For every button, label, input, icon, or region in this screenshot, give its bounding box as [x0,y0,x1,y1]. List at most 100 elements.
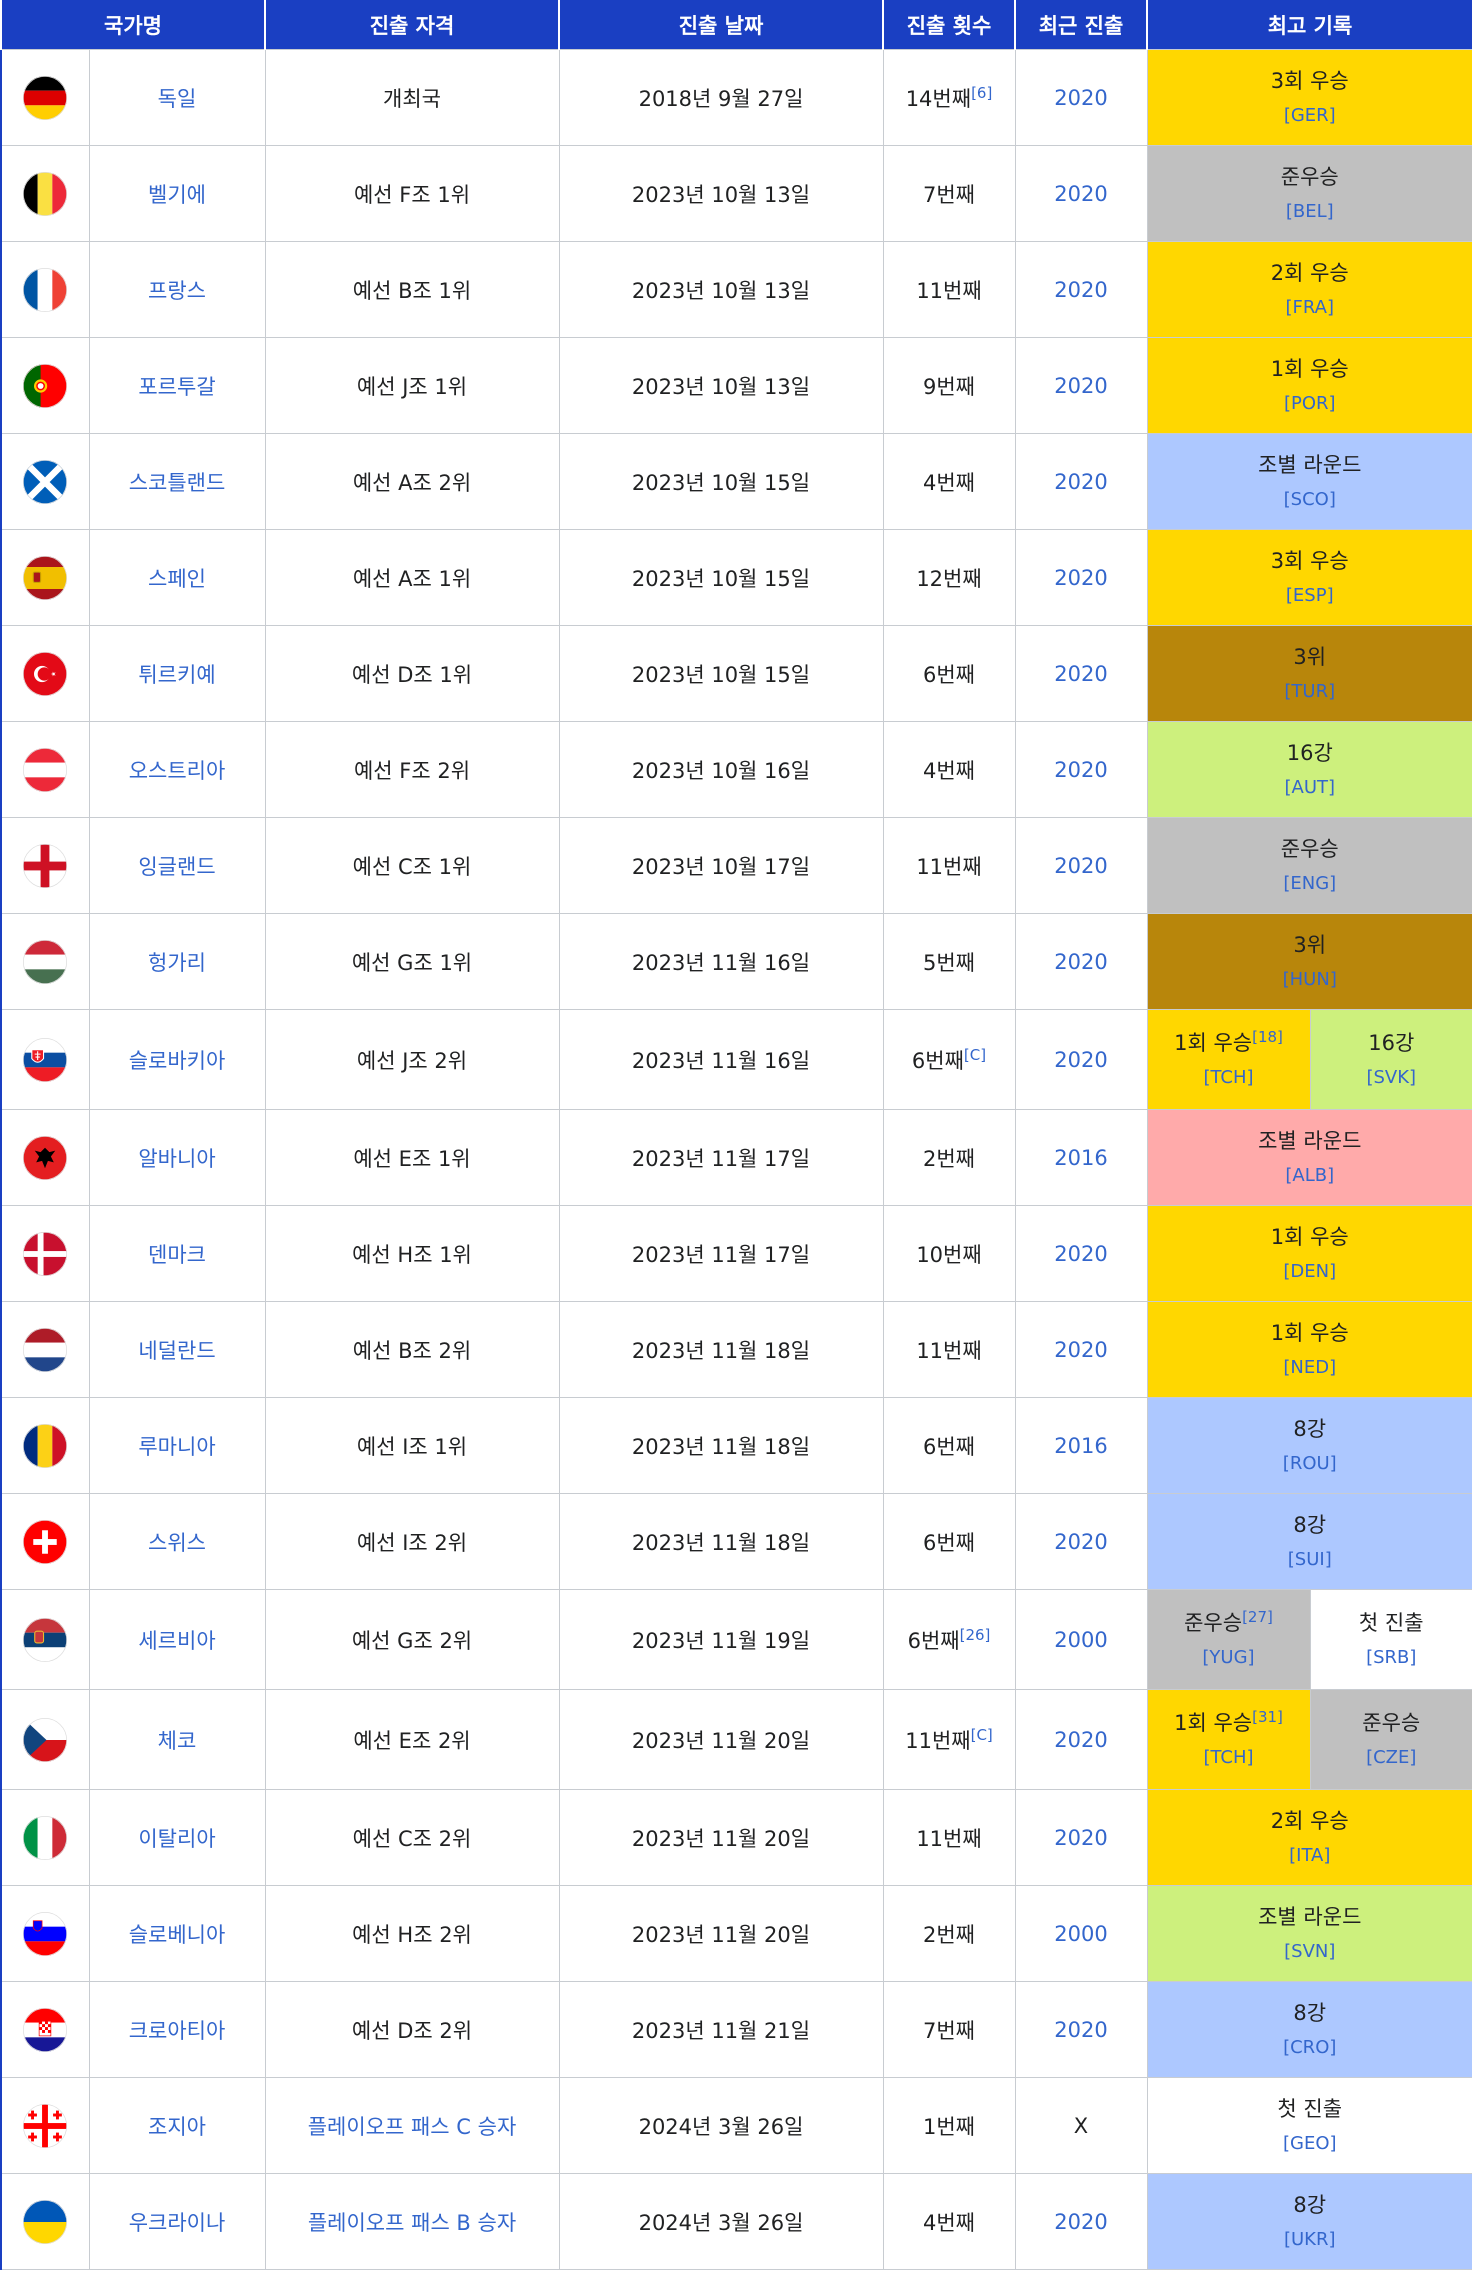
last-appearance[interactable]: 2020 [1054,85,1108,110]
last-appearance[interactable]: 2020 [1054,1529,1108,1554]
team-code-link[interactable]: [HUN] [1282,968,1337,990]
last-appearance[interactable]: 2020 [1054,757,1108,782]
best-result-cell: 1회 우승[18] [TCH] [1146,1009,1311,1110]
country-link[interactable]: 튀르키예 [138,662,216,687]
last-appearance-cell: 2020 [1014,817,1148,914]
last-appearance[interactable]: 2020 [1054,853,1108,878]
qualification-text[interactable]: 플레이오프 패스 C 승자 [307,2114,517,2139]
team-code-link[interactable]: [GEO] [1282,2132,1337,2154]
country-link[interactable]: 스코틀랜드 [128,470,226,495]
flag-cell [0,1981,90,2078]
country-link[interactable]: 슬로베니아 [128,1922,226,1947]
last-appearance[interactable]: 2020 [1054,1241,1108,1266]
last-appearance[interactable]: 2020 [1054,1825,1108,1850]
last-appearance[interactable]: 2000 [1054,1921,1108,1946]
team-code-link[interactable]: [ALB] [1285,1164,1335,1186]
team-code-link[interactable]: [ENG] [1283,872,1337,894]
footnote-link[interactable]: [27] [1242,1607,1273,1626]
team-code-link[interactable]: [TCH] [1203,1746,1254,1768]
team-code-link[interactable]: [CZE] [1366,1746,1417,1768]
appearances-cell: 11번째 [882,817,1016,914]
best-result-cell: 3위 [HUN] [1146,913,1472,1010]
country-link[interactable]: 포르투갈 [138,374,216,399]
table-row: 이탈리아 예선 C조 2위 2023년 11월 20일 11번째 2020 2회 우승 [I… [0,1789,1472,1886]
last-appearance[interactable]: 2016 [1054,1145,1108,1170]
footnote-link[interactable]: [26] [959,1625,991,1644]
last-appearance[interactable]: 2020 [1054,949,1108,974]
last-appearance[interactable]: 2020 [1054,469,1108,494]
last-appearance[interactable]: 2020 [1054,373,1108,398]
footnote-link[interactable]: [C] [970,1725,993,1744]
country-link[interactable]: 조지아 [148,2114,206,2139]
qualification-text: 예선 D조 2위 [351,2018,473,2043]
footnote-link[interactable]: [31] [1252,1707,1283,1726]
country-link[interactable]: 헝가리 [148,950,206,975]
country-link[interactable]: 이탈리아 [138,1826,216,1851]
team-code-link[interactable]: [ROU] [1282,1452,1337,1474]
last-appearance[interactable]: 2020 [1054,1337,1108,1362]
country-link[interactable]: 체코 [157,1728,197,1753]
team-code-link[interactable]: [SCO] [1283,488,1336,510]
country-link[interactable]: 루마니아 [138,1434,216,1459]
team-code-link[interactable]: [GER] [1283,104,1336,126]
flag-cell [0,1493,90,1590]
team-code-link[interactable]: [TCH] [1203,1066,1254,1088]
country-link[interactable]: 오스트리아 [128,758,226,783]
country-link[interactable]: 알바니아 [138,1146,216,1171]
team-code-link[interactable]: [ESP] [1285,584,1334,606]
last-appearance[interactable]: 2016 [1054,1433,1108,1458]
country-link[interactable]: 슬로바키아 [128,1048,226,1073]
country-link[interactable]: 프랑스 [148,278,206,303]
header-date[interactable]: 진출 날짜 [558,0,884,50]
country-link[interactable]: 세르비아 [138,1628,216,1653]
qualification-text[interactable]: 플레이오프 패스 B 승자 [307,2210,517,2235]
team-code-link[interactable]: [SVN] [1284,1940,1336,1962]
header-appearances[interactable]: 진출 횟수 [882,0,1016,50]
flag-cell [0,1301,90,1398]
last-appearance[interactable]: 2020 [1054,277,1108,302]
country-link[interactable]: 덴마크 [148,1242,206,1267]
team-code-link[interactable]: [BEL] [1285,200,1334,222]
header-best-result[interactable]: 최고 기록 [1146,0,1472,50]
team-code-link[interactable]: [YUG] [1202,1646,1255,1668]
qualification-text: 예선 I조 1위 [356,1434,468,1459]
country-link[interactable]: 스페인 [148,566,206,591]
appearances-count: 11번째 [916,278,982,303]
team-code-link[interactable]: [CRO] [1283,2036,1337,2058]
country-link[interactable]: 크로아티아 [128,2018,226,2043]
team-code-link[interactable]: [TUR] [1284,680,1336,702]
last-appearance[interactable]: 2020 [1054,1727,1108,1752]
last-appearance[interactable]: 2020 [1054,181,1108,206]
footnote-link[interactable]: [6] [971,83,993,102]
team-code-link[interactable]: [DEN] [1283,1260,1337,1282]
header-qualification[interactable]: 진출 자격 [264,0,560,50]
team-code-link[interactable]: [FRA] [1285,296,1335,318]
header-last-appearance[interactable]: 최근 진출 [1014,0,1148,50]
last-appearance-cell: 2020 [1014,241,1148,338]
country-link[interactable]: 우크라이나 [128,2210,226,2235]
best-result-text: 준우승 [1280,164,1339,189]
last-appearance[interactable]: 2000 [1054,1627,1108,1652]
team-code-link[interactable]: [AUT] [1284,776,1336,798]
team-code-link[interactable]: [SVK] [1366,1066,1417,1088]
country-link[interactable]: 스위스 [148,1530,206,1555]
team-code-link[interactable]: [ITA] [1289,1844,1331,1866]
team-code-link[interactable]: [UKR] [1283,2228,1336,2250]
country-link[interactable]: 잉글랜드 [138,854,216,879]
country-link[interactable]: 벨기에 [148,182,206,207]
last-appearance[interactable]: 2020 [1054,1047,1108,1072]
header-country[interactable]: 국가명 [0,0,266,50]
footnote-link[interactable]: [C] [963,1045,987,1064]
last-appearance[interactable]: 2020 [1054,2209,1108,2234]
team-code-link[interactable]: [NED] [1283,1356,1337,1378]
country-link[interactable]: 네덜란드 [138,1338,216,1363]
best-result-text: 준우승 [1362,1710,1421,1735]
last-appearance[interactable]: 2020 [1054,661,1108,686]
last-appearance[interactable]: 2020 [1054,2017,1108,2042]
team-code-link[interactable]: [POR] [1283,392,1336,414]
team-code-link[interactable]: [SRB] [1366,1646,1417,1668]
last-appearance[interactable]: 2020 [1054,565,1108,590]
country-link[interactable]: 독일 [157,86,197,111]
footnote-link[interactable]: [18] [1252,1027,1283,1046]
team-code-link[interactable]: [SUI] [1287,1548,1332,1570]
